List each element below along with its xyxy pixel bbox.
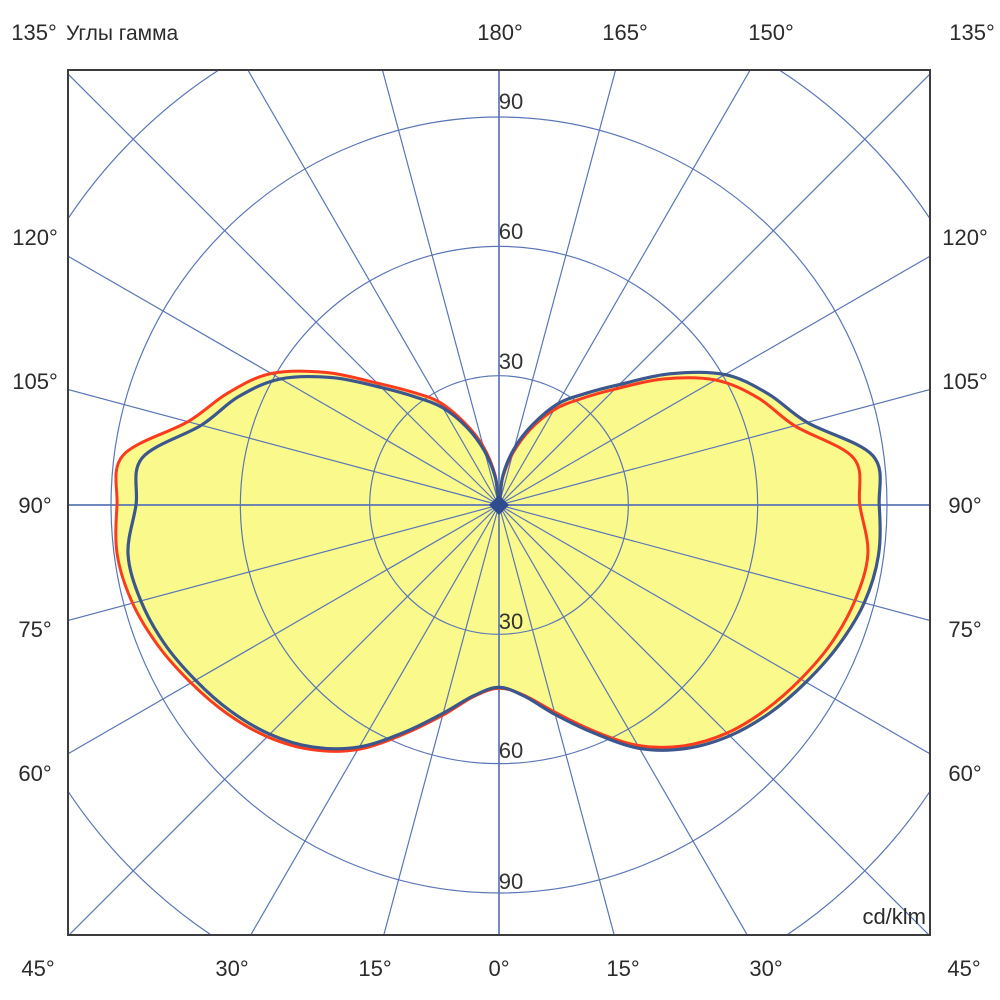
grid-ray-60 [498,255,930,506]
angle-label-left-105: 105° [12,369,58,394]
unit-label: cd/klm [862,904,926,929]
angle-label-bottom-15l: 15° [358,956,391,981]
grid-ray-120 [498,504,930,755]
ring-label-top-60: 60 [499,219,523,244]
angle-label-bottom-15r: 15° [606,956,639,981]
grid-ray-255 [68,504,500,622]
angle-label-bottom-45r: 45° [947,956,980,981]
angle-label-left-120: 120° [12,225,58,250]
grid-ray-195 [383,504,500,935]
grid-ray-345 [381,70,500,506]
grid-ray-75 [498,388,930,506]
grid-ray-225 [68,504,500,935]
angle-label-right-75: 75° [948,617,981,642]
angle-label-right-120: 120° [942,225,988,250]
ring-label-top-30: 30 [499,349,523,374]
plot-border [67,69,931,936]
angle-label-right-60: 60° [948,761,981,786]
grid-ray-15 [498,70,617,506]
grid-ray-45 [498,73,930,506]
curve-fill-c90-c270-plane [127,372,881,751]
grid-ray-150 [498,504,748,935]
ring-label-bottom-60: 60 [499,738,523,763]
angle-label-left-90: 90° [18,493,51,518]
angle-label-left-75: 75° [18,617,51,642]
grid-ray-135 [498,504,930,935]
angle-label-bottom-0: 0° [488,956,509,981]
angle-label-bottom-30l: 30° [215,956,248,981]
angle-label-top-150: 150° [748,20,794,45]
angle-label-top-165: 165° [602,20,648,45]
angle-label-top-180: 180° [477,20,523,45]
angle-label-bottom-30r: 30° [749,956,782,981]
chart-title: Углы гамма [66,22,179,45]
grid-ray-285 [68,388,500,506]
angle-label-bottom-45l: 45° [21,956,54,981]
ring-label-bottom-90: 90 [499,869,523,894]
angle-label-right-105: 105° [942,369,988,394]
grid-ray-105 [498,504,930,622]
grid-ray-165 [498,504,615,935]
grid-ray-300 [68,255,500,506]
ring-label-top-90: 90 [499,89,523,114]
angle-label-top-135l: 135° [11,20,57,45]
center-marker [489,495,509,515]
grid-ray-210 [250,504,500,935]
ring-label-bottom-30: 30 [499,609,523,634]
angle-label-left-60: 60° [18,761,51,786]
angle-label-right-90: 90° [948,493,981,518]
grid-ray-315 [68,73,500,506]
angle-label-top-135r: 135° [949,20,995,45]
